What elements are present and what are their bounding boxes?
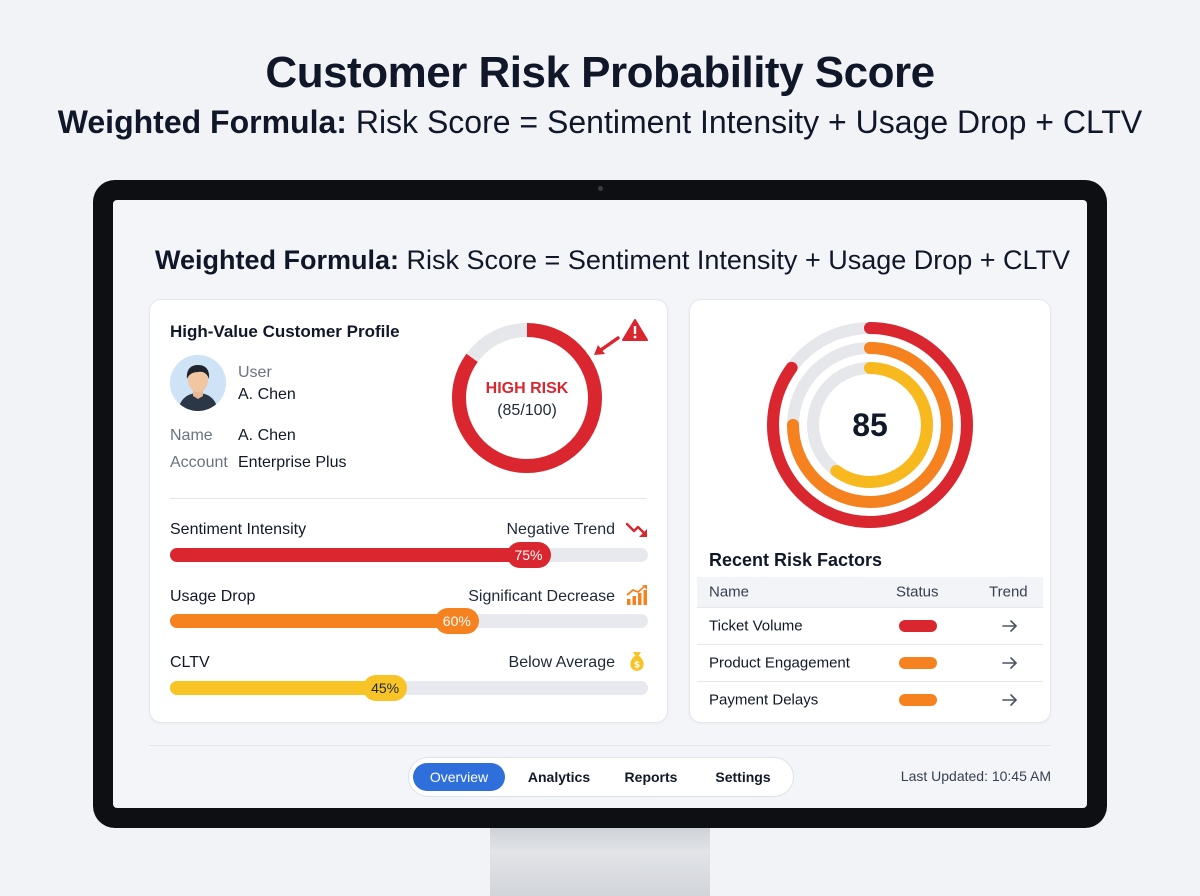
account-label: Account: [170, 454, 228, 471]
metric-label-sentiment: Sentiment Intensity: [170, 521, 307, 538]
table-row[interactable]: Payment Delays: [697, 681, 1043, 718]
risk-factors-table: Name Status Trend Ticket Volume Product …: [697, 577, 1043, 718]
screen-formula-bold: Weighted Formula:: [155, 245, 400, 275]
gauge-ring-outer: [767, 322, 973, 528]
status-cell: [899, 620, 937, 632]
risk-factors-title: Recent Risk Factors: [709, 550, 883, 570]
tab-overview[interactable]: Overview: [413, 763, 505, 791]
table-row[interactable]: Ticket Volume: [697, 607, 1043, 644]
monitor-stand: [490, 820, 710, 896]
status-badge: [899, 620, 937, 632]
metric-track-usage: 60%: [170, 608, 648, 634]
metric-label-usage: Usage Drop: [170, 588, 256, 605]
metric-track-sentiment: 75%: [170, 542, 648, 568]
risk-score-text: (85/100): [497, 402, 557, 419]
metric-fill-usage: [170, 614, 457, 628]
risk-donut: HIGH RISK (85/100): [449, 320, 605, 476]
metric-track-cltv: 45%: [170, 675, 648, 701]
dashboard-screen: Weighted Formula: Risk Score = Sentiment…: [113, 200, 1087, 808]
table-row[interactable]: Product Engagement: [697, 644, 1043, 681]
col-header-trend: Trend: [989, 583, 1028, 601]
arrow-right-icon[interactable]: [1001, 656, 1019, 670]
formula-text: Risk Score = Sentiment Intensity + Usage…: [346, 104, 1143, 140]
metric-fill-sentiment: [170, 548, 529, 562]
footer-divider: [149, 745, 1051, 746]
user-label: User: [238, 364, 272, 381]
arrow-right-icon[interactable]: [1001, 693, 1019, 707]
trend-cell[interactable]: [989, 656, 1019, 670]
profile-title: High-Value Customer Profile: [170, 322, 400, 341]
tab-settings[interactable]: Settings: [715, 769, 771, 785]
money-bag-icon: $: [630, 652, 644, 671]
status-cell: [899, 694, 937, 706]
factor-name: Payment Delays: [709, 691, 819, 709]
tab-reports[interactable]: Reports: [624, 769, 678, 785]
metric-pill-cltv: 45%: [363, 675, 408, 701]
gauge-ring-inner: [807, 362, 933, 488]
trend-down-icon: [625, 522, 648, 537]
gauge-ring-middle: [787, 342, 953, 508]
page-title: Customer Risk Probability Score: [265, 48, 935, 97]
page-subtitle: Weighted Formula: Risk Score = Sentiment…: [0, 104, 1200, 141]
metric-label-cltv: CLTV: [170, 654, 210, 671]
divider: [170, 498, 647, 499]
donut-arc: [452, 323, 602, 473]
camera: [598, 186, 603, 191]
customer-profile-card: High-Value Customer Profile User A. Chen…: [149, 299, 668, 723]
trend-cell[interactable]: [989, 693, 1019, 707]
trend-cell[interactable]: [989, 619, 1019, 633]
status-badge: [899, 694, 937, 706]
svg-text:$: $: [634, 661, 640, 671]
formula-bold: Weighted Formula:: [57, 104, 347, 140]
monitor: Weighted Formula: Risk Score = Sentiment…: [93, 180, 1107, 828]
user-value: A. Chen: [238, 386, 296, 403]
screen-formula-text: Risk Score = Sentiment Intensity + Usage…: [399, 245, 1071, 275]
table-header: Name Status Trend: [697, 577, 1043, 607]
arrow-right-icon[interactable]: [1001, 619, 1019, 633]
account-value: Enterprise Plus: [238, 454, 347, 471]
factor-name: Product Engagement: [709, 654, 850, 672]
last-updated: Last Updated: 10:45 AM: [900, 768, 1051, 784]
status-badge: [899, 657, 937, 669]
risk-gauge: 85: [764, 319, 976, 531]
avatar: [170, 355, 226, 411]
status-cell: [899, 657, 937, 669]
metric-pill-sentiment: 75%: [506, 542, 551, 568]
screen-formula: Weighted Formula: Risk Score = Sentiment…: [155, 245, 1070, 276]
tab-analytics[interactable]: Analytics: [527, 769, 591, 785]
bar-chart-icon: [626, 585, 647, 605]
pointer-arrow-icon: [594, 336, 620, 355]
metric-fill-cltv: [170, 681, 386, 695]
warning-icon: [622, 319, 648, 341]
col-header-name: Name: [709, 583, 750, 601]
metric-trend-cltv: Below Average: [508, 654, 615, 671]
name-value: A. Chen: [238, 427, 296, 444]
gauge-value: 85: [852, 407, 888, 443]
metric-pill-usage: 60%: [434, 608, 479, 634]
user-avatar-icon: [170, 355, 226, 411]
col-header-status: Status: [896, 583, 939, 601]
bottom-nav: Overview Analytics Reports Settings: [408, 757, 794, 797]
metric-trend-usage: Significant Decrease: [468, 588, 615, 605]
factor-name: Ticket Volume: [709, 617, 803, 635]
risk-level-label: HIGH RISK: [485, 380, 569, 397]
risk-overview-card: 85 Recent Risk Factors Name Status Trend…: [689, 299, 1051, 723]
metric-trend-sentiment: Negative Trend: [506, 521, 615, 538]
name-label: Name: [170, 427, 213, 444]
